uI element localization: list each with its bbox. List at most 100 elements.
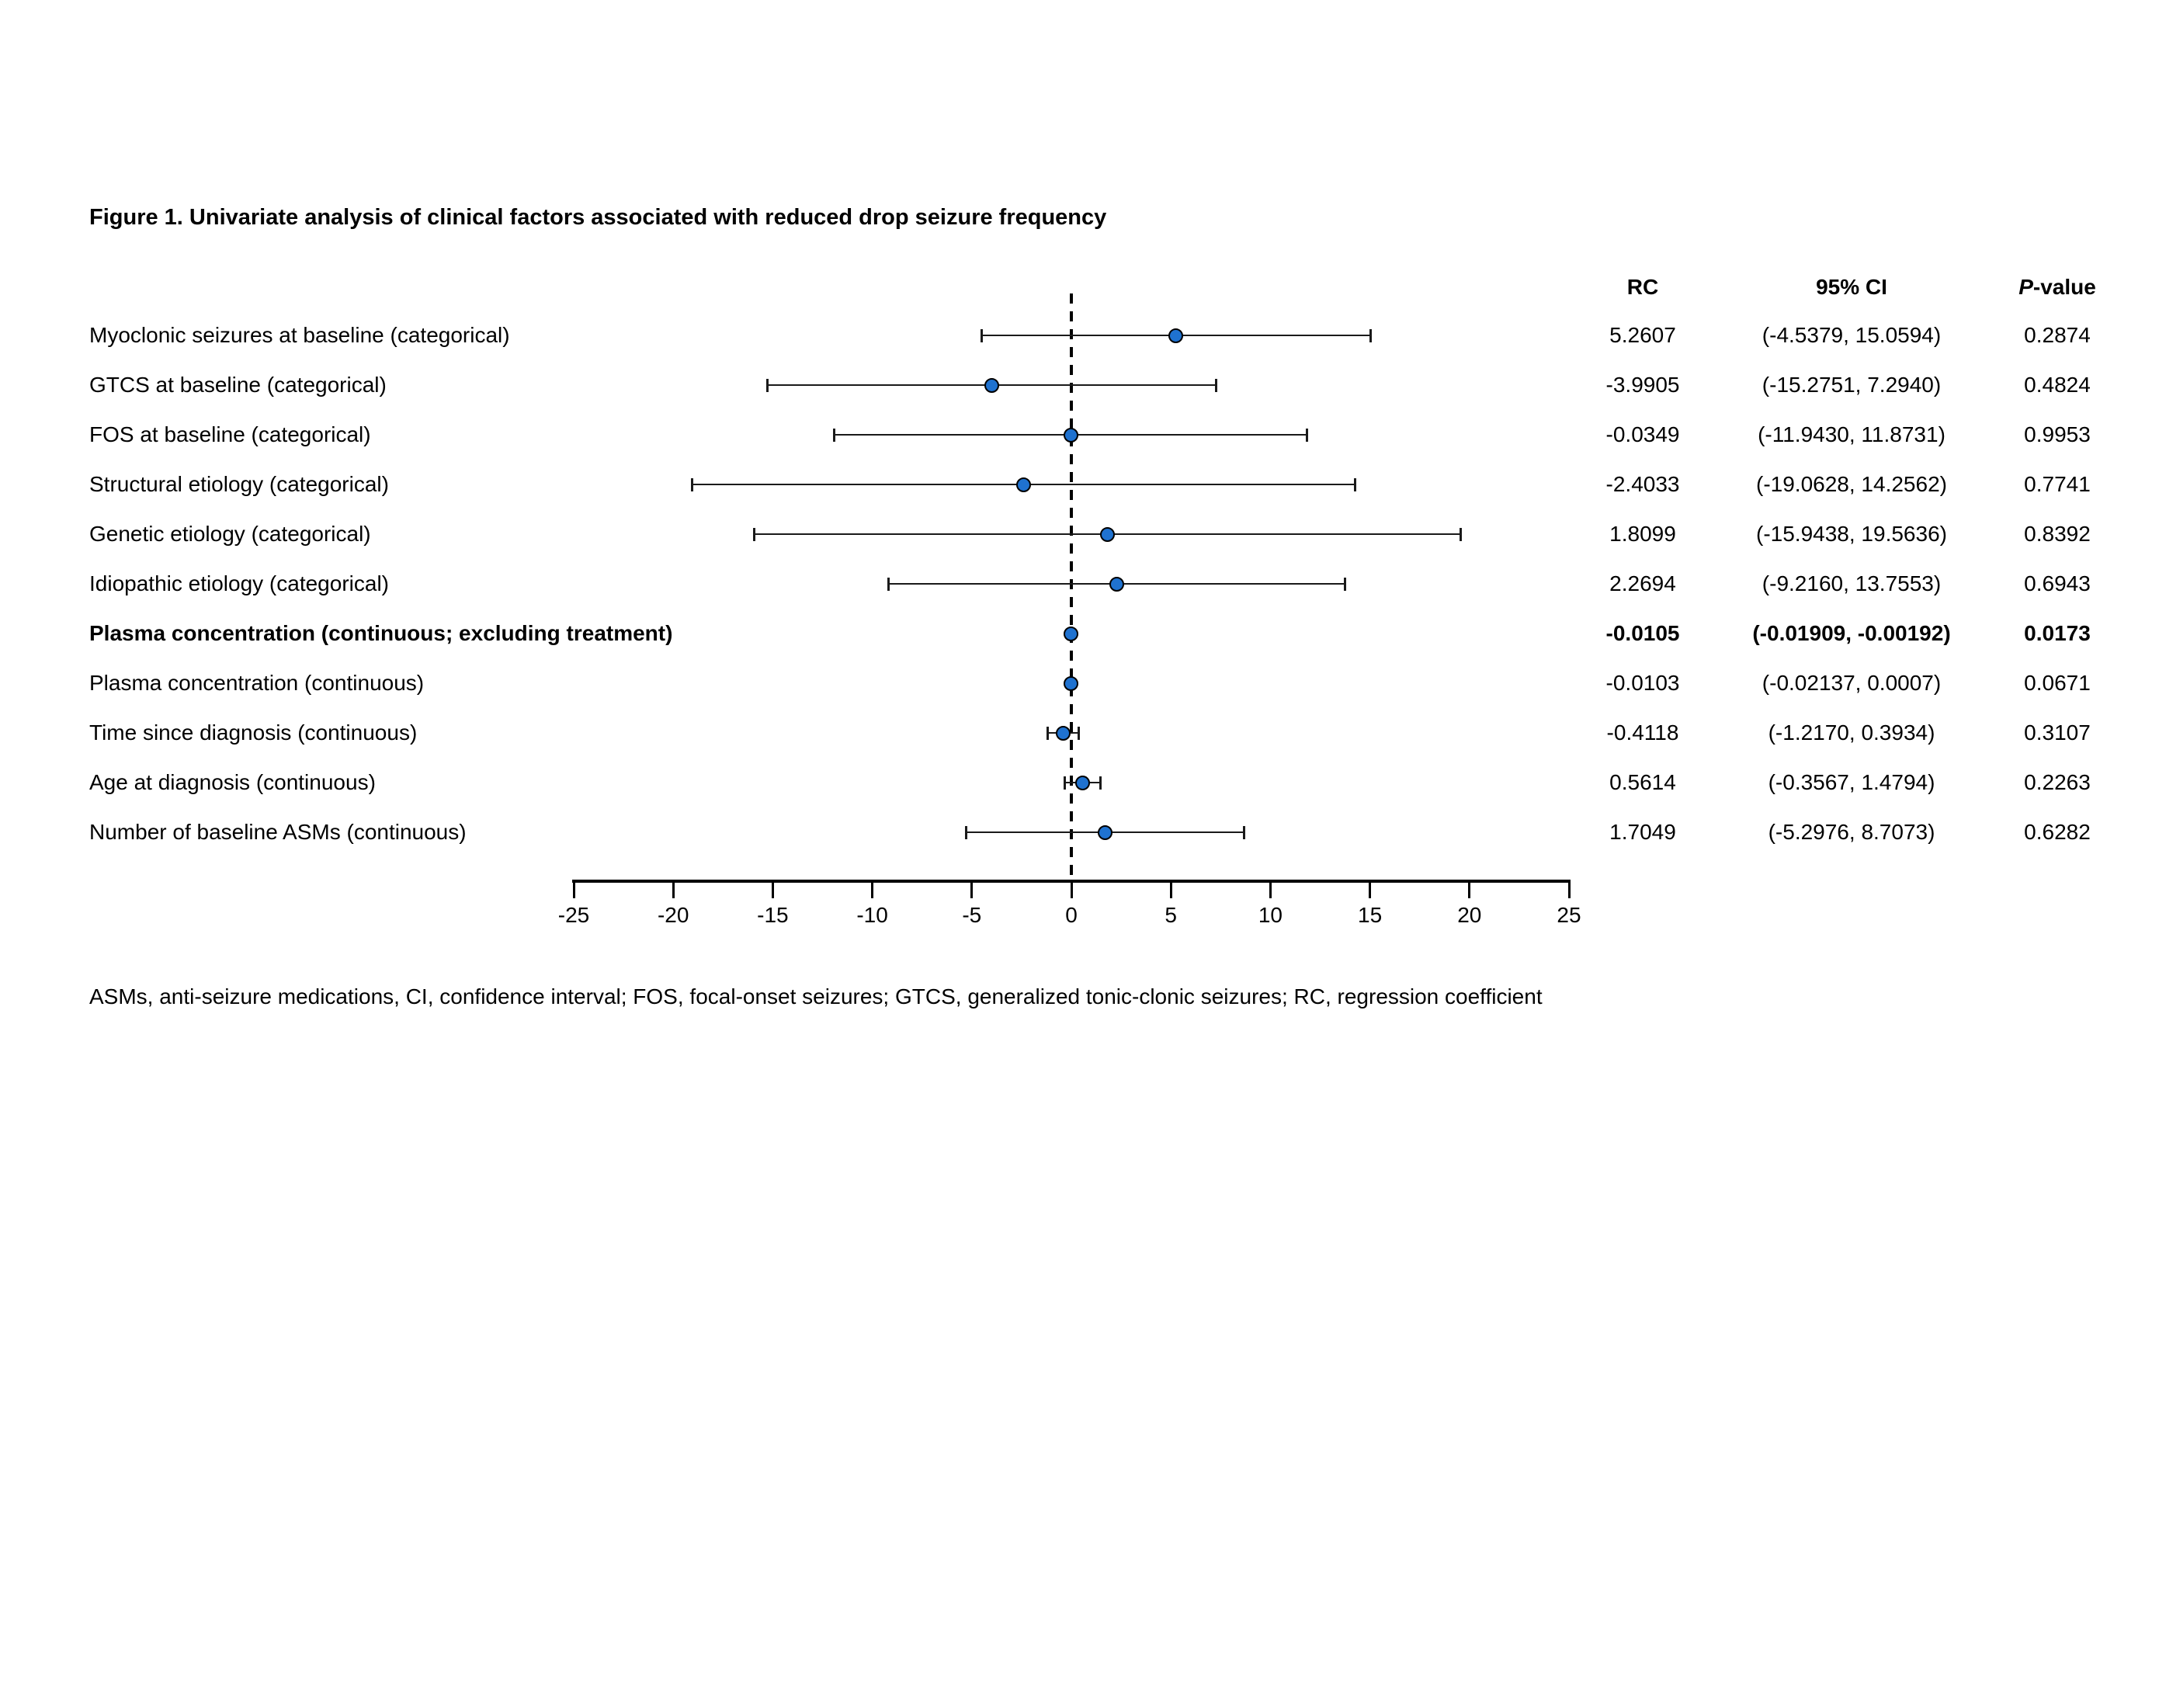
p-value-cell: 0.2874 [2024,323,2091,347]
ci-range-value: (-5.2976, 8.7073) [1768,820,1935,844]
rc-value: -0.0349 [1605,422,1680,446]
rc-marker [1015,477,1031,492]
ci-whisker-cap-right [1369,329,1373,342]
ci-whisker-cap-right [1215,379,1218,392]
p-value-cell: 0.8392 [2024,522,2091,546]
rc-value: 5.2607 [1609,323,1676,347]
ci-range-value: (-15.9438, 19.5636) [1756,522,1947,546]
ci-whisker-cap-right [1343,578,1346,591]
p-value-cell: 0.0173 [2024,621,2091,645]
x-axis-tick [1169,883,1172,898]
ci-whisker-cap-left [887,578,890,591]
ci-range-value: (-15.2751, 7.2940) [1762,373,1942,397]
x-axis-tick [871,883,874,898]
rc-value: 2.2694 [1609,571,1676,595]
x-axis-tick-label: -25 [557,903,590,927]
x-axis-tick [1269,883,1272,898]
row-label: Structural etiology (categorical) [89,472,389,496]
x-axis-tick [1070,883,1073,898]
row-label: Plasma concentration (continuous) [89,671,425,695]
x-axis-tick [970,883,974,898]
ci-whisker-cap-right [1099,776,1102,790]
x-axis-tick-label: 10 [1258,903,1283,927]
ci-range-value: (-9.2160, 13.7553) [1762,571,1942,595]
rc-value: -0.0105 [1605,621,1680,645]
x-axis-tick [672,883,675,898]
ci-whisker-cap-right [1078,727,1081,740]
p-value-cell: 0.9953 [2024,422,2091,446]
ci-whisker-cap-left [965,826,968,839]
row-label: Time since diagnosis (continuous) [89,720,418,745]
row-label: Age at diagnosis (continuous) [89,770,376,794]
x-axis-tick-label: 25 [1557,903,1581,927]
rc-marker [984,377,1000,393]
rc-value: 1.7049 [1609,820,1676,844]
abbreviations-footnote: ASMs, anti-seizure medications, CI, conf… [89,984,1543,1008]
x-axis-tick-label: 20 [1457,903,1482,927]
zero-reference-line [1070,293,1073,881]
x-axis [572,880,1571,883]
x-axis-tick-label: 5 [1165,903,1177,927]
rc-marker [1109,576,1124,592]
pvalue-header-italic-p: P [2018,275,2033,299]
rc-marker [1074,775,1090,790]
x-axis-tick [771,883,774,898]
rc-marker [1055,725,1071,741]
ci-whisker-cap-left [766,379,769,392]
x-axis-tick-label: 0 [1065,903,1078,927]
rc-marker [1099,526,1115,542]
ci-whisker-cap-left [691,478,694,491]
ci-range-value: (-19.0628, 14.2562) [1756,472,1947,496]
p-value-cell: 0.6282 [2024,820,2091,844]
p-value-cell: 0.3107 [2024,720,2091,745]
x-axis-tick-label: -10 [856,903,888,927]
row-label: Idiopathic etiology (categorical) [89,571,389,595]
rc-marker [1064,675,1079,691]
ci-whisker-cap-left [980,329,983,342]
ci-range-value: (-0.3567, 1.4794) [1768,770,1935,794]
p-value-cell: 0.6943 [2024,571,2091,595]
rc-marker [1064,626,1079,641]
x-axis-tick [572,883,575,898]
ci-whisker-cap-left [832,429,835,442]
rc-marker [1098,824,1113,840]
rc-value: -2.4033 [1605,472,1680,496]
rc-marker [1063,427,1078,443]
row-label: GTCS at baseline (categorical) [89,373,387,397]
ci-range-value: (-11.9430, 11.8731) [1758,422,1946,446]
ci-range-value: (-4.5379, 15.0594) [1762,323,1942,347]
col-header-pvalue: P-value [2018,275,2096,300]
row-label: Number of baseline ASMs (continuous) [89,820,467,844]
rc-value: -0.0103 [1605,671,1680,695]
ci-whisker-cap-right [1306,429,1309,442]
figure-title: Figure 1. Univariate analysis of clinica… [89,205,1107,230]
rc-value: 1.8099 [1609,522,1676,546]
row-label: FOS at baseline (categorical) [89,422,371,446]
ci-whisker-cap-left [1046,727,1049,740]
col-header-ci: 95% CI [1816,275,1887,299]
rc-value: 0.5614 [1609,770,1676,794]
ci-range-value: (-0.02137, 0.0007) [1762,671,1942,695]
rc-value: -3.9905 [1605,373,1680,397]
x-axis-tick-label: -20 [657,903,689,927]
ci-range-value: (-1.2170, 0.3934) [1768,720,1935,745]
ci-whisker-cap-left [753,528,756,541]
x-axis-tick [1567,883,1571,898]
row-label: Plasma concentration (continuous; exclud… [89,621,673,645]
p-value-cell: 0.4824 [2024,373,2091,397]
x-axis-tick-label: 15 [1358,903,1383,927]
ci-whisker-cap-left [1063,776,1066,790]
ci-whisker-cap-right [1459,528,1462,541]
ci-whisker-cap-right [1243,826,1246,839]
pvalue-header-rest: -value [2032,275,2096,299]
p-value-cell: 0.7741 [2024,472,2091,496]
x-axis-tick-label: -15 [757,903,789,927]
rc-marker [1168,328,1184,343]
x-axis-tick-label: -5 [962,903,982,927]
col-header-rc: RC [1626,275,1659,299]
ci-range-value: (-0.01909, -0.00192) [1752,621,1951,645]
x-axis-tick [1369,883,1372,898]
row-label: Genetic etiology (categorical) [89,522,371,546]
p-value-cell: 0.2263 [2024,770,2091,794]
